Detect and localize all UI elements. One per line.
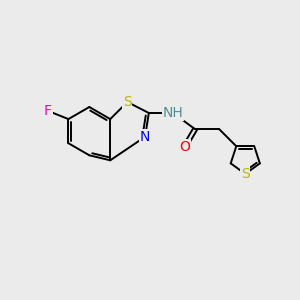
Text: N: N	[140, 130, 150, 144]
Text: S: S	[241, 167, 250, 181]
Text: NH: NH	[163, 106, 183, 120]
Text: F: F	[44, 104, 52, 118]
Text: O: O	[179, 140, 190, 154]
Text: S: S	[123, 95, 132, 109]
